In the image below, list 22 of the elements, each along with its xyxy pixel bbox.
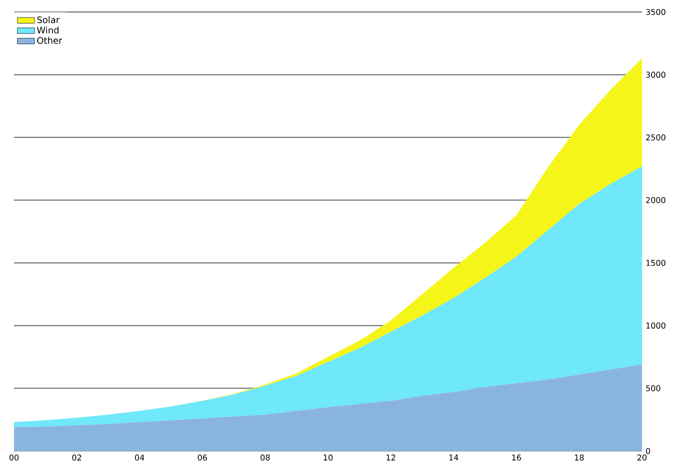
y-tick-label: 1500 bbox=[646, 260, 666, 266]
y-tick-label: 3500 bbox=[646, 8, 666, 16]
y-tick-label: 1000 bbox=[646, 322, 666, 329]
x-tick-label: 12 bbox=[386, 454, 396, 460]
y-tick-label: 2000 bbox=[646, 197, 666, 204]
legend-label: Solar bbox=[37, 16, 60, 24]
x-tick-label: 16 bbox=[512, 454, 521, 461]
x-tick-label: 20 bbox=[637, 454, 647, 461]
y-tick-label: 3000 bbox=[646, 72, 666, 78]
legend-label: Wind bbox=[36, 26, 58, 34]
x-tick-label: 14 bbox=[449, 454, 458, 460]
x-tick-label: 04 bbox=[135, 454, 144, 461]
x-tick-label: 00 bbox=[9, 454, 19, 461]
x-tick-label: 06 bbox=[198, 454, 207, 461]
y-tick-label: 500 bbox=[646, 385, 660, 392]
x-tick-label: 18 bbox=[574, 454, 584, 461]
legend-label: Other bbox=[37, 36, 62, 44]
x-tick-label: 02 bbox=[72, 454, 82, 461]
x-tick-label: 08 bbox=[260, 454, 270, 461]
x-tick-label: 10 bbox=[324, 454, 333, 461]
y-tick-label: 0 bbox=[646, 448, 650, 454]
y-tick-label: 2500 bbox=[646, 134, 666, 140]
